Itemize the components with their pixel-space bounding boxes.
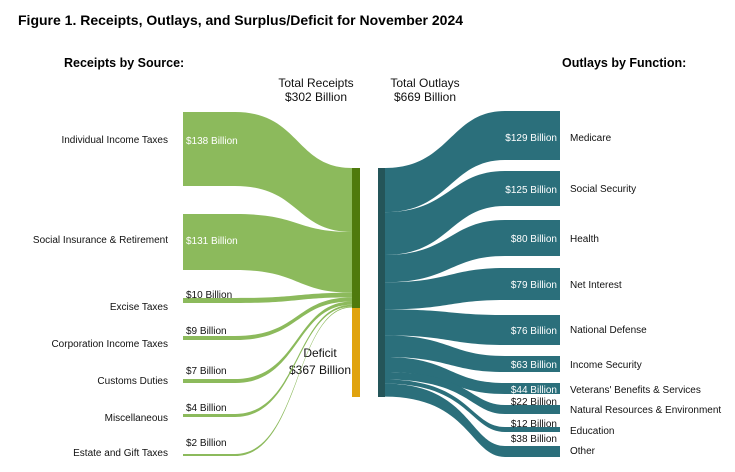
receipt-band: [183, 297, 352, 340]
receipt-band: [183, 112, 352, 232]
deficit-value: $367 Billion: [289, 363, 351, 377]
receipt-label: Miscellaneous: [105, 413, 168, 424]
receipt-label: Estate and Gift Taxes: [73, 448, 168, 459]
receipt-value-label: $10 Billion: [186, 290, 232, 301]
total-receipts-label: Total Receipts: [278, 76, 353, 90]
outlay-value-label: $125 Billion: [505, 185, 557, 196]
outlay-label: Net Interest: [570, 280, 622, 291]
receipt-label: Corporation Income Taxes: [51, 339, 168, 350]
outlay-label: Other: [570, 446, 596, 457]
outlay-value-label: $76 Billion: [511, 326, 557, 337]
outlay-label: Medicare: [570, 133, 612, 144]
receipt-band: [183, 292, 352, 303]
outlay-band: [385, 111, 560, 213]
receipt-value-label: $138 Billion: [186, 136, 238, 147]
receipt-label: Social Insurance & Retirement: [33, 235, 168, 246]
outlay-value-label: $12 Billion: [511, 419, 557, 430]
receipt-value-label: $9 Billion: [186, 326, 227, 337]
outlays-header: Outlays by Function:: [562, 56, 686, 70]
outlay-band: [385, 335, 560, 372]
total-receipts-value: $302 Billion: [285, 90, 347, 104]
total-receipts-bar: [352, 168, 360, 308]
receipt-value-label: $131 Billion: [186, 236, 238, 247]
outlay-value-label: $129 Billion: [505, 133, 557, 144]
total-outlays-label: Total Outlays: [390, 76, 459, 90]
receipt-band: [183, 304, 352, 417]
outlay-label: Veterans' Benefits & Services: [570, 385, 701, 396]
outlay-value-label: $80 Billion: [511, 234, 557, 245]
outlay-label: Natural Resources & Environment: [570, 405, 721, 416]
outlay-value-label: $79 Billion: [511, 280, 557, 291]
chart-title: Figure 1. Receipts, Outlays, and Surplus…: [18, 12, 463, 28]
outlay-value-label: $38 Billion: [511, 434, 557, 445]
outlay-value-label: $63 Billion: [511, 360, 557, 371]
receipt-value-label: $2 Billion: [186, 438, 227, 449]
receipt-value-label: $7 Billion: [186, 366, 227, 377]
outlay-band: [385, 220, 560, 283]
outlay-label: National Defense: [570, 325, 647, 336]
outlay-label: Health: [570, 234, 599, 245]
total-outlays-value: $669 Billion: [394, 90, 456, 104]
total-outlays-bar: [378, 168, 385, 397]
outlay-band: [385, 171, 560, 255]
outlay-label: Education: [570, 426, 614, 437]
outlay-band: [385, 356, 560, 394]
receipt-band: [183, 214, 352, 293]
outlay-band: [385, 372, 560, 414]
outlay-value-label: $22 Billion: [511, 397, 557, 408]
outlay-band: [385, 383, 560, 457]
outlay-label: Social Security: [570, 184, 636, 195]
receipts-header: Receipts by Source:: [64, 56, 184, 70]
outlay-value-label: $44 Billion: [511, 385, 557, 396]
receipt-label: Customs Duties: [97, 376, 168, 387]
receipt-value-label: $4 Billion: [186, 403, 227, 414]
deficit-label: Deficit: [303, 346, 337, 360]
outlay-band: [385, 268, 560, 310]
outlay-label: Income Security: [570, 360, 642, 371]
outlay-band: [385, 309, 560, 345]
deficit-bar: [352, 308, 360, 397]
receipt-label: Individual Income Taxes: [61, 135, 168, 146]
receipt-label: Excise Taxes: [110, 302, 168, 313]
